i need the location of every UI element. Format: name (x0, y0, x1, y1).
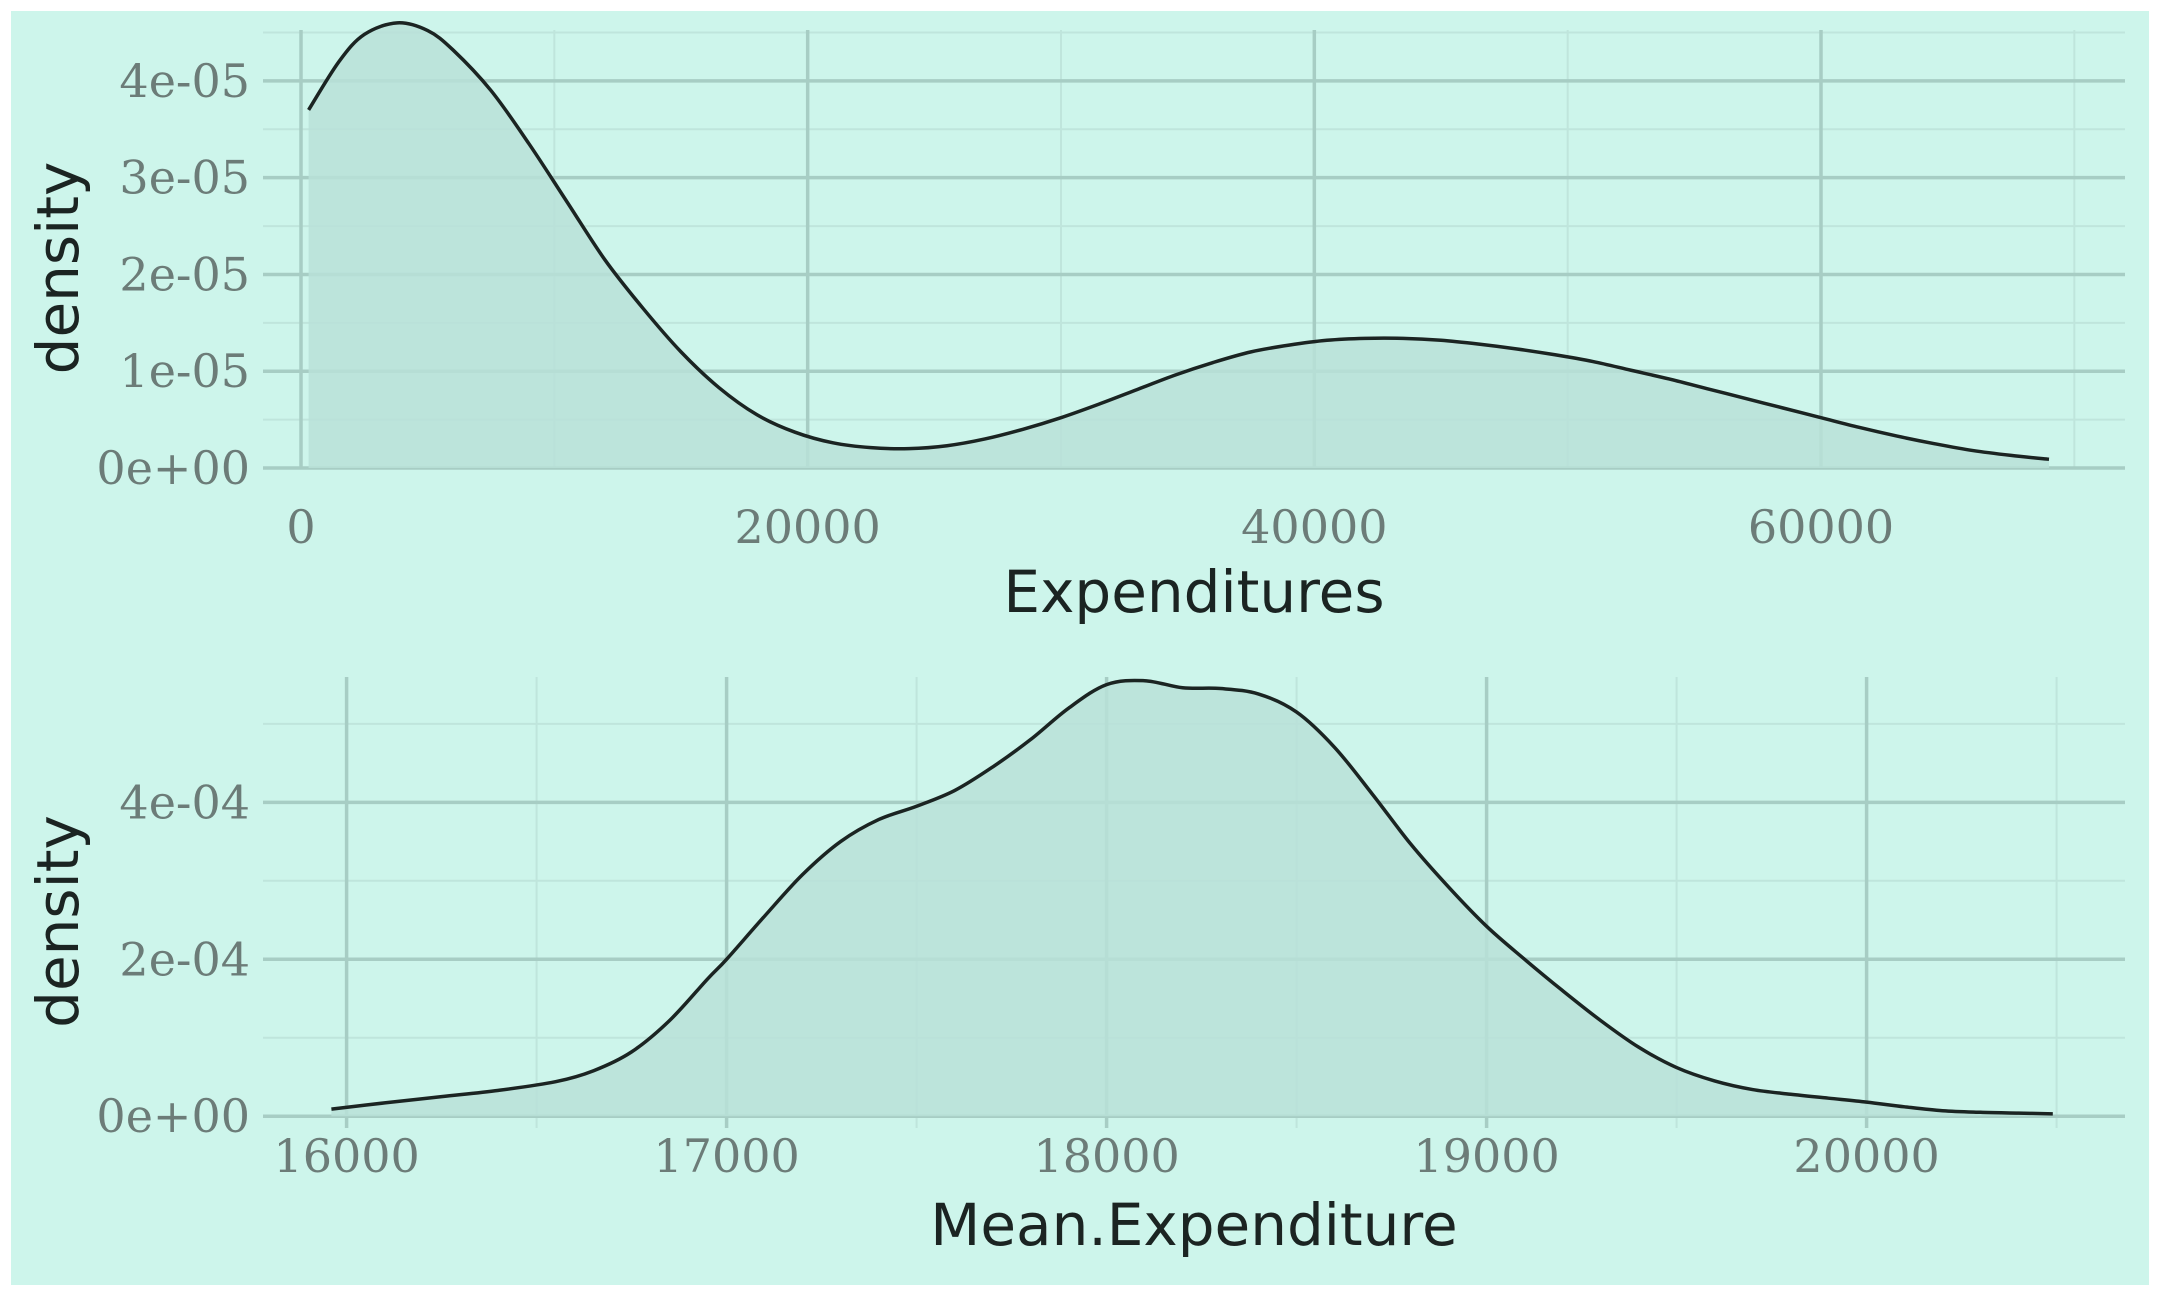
x-tick-label: 40000 (1241, 500, 1387, 554)
density-area (308, 22, 2050, 469)
y-tick-label: 4e-05 (119, 54, 250, 108)
y-tick-label: 0e+00 (96, 441, 250, 495)
x-tick-label: 18000 (1033, 1129, 1179, 1183)
density-area (331, 680, 2053, 1117)
y-axis-title: density (24, 815, 92, 1028)
x-axis-title: Mean.Expenditure (930, 1191, 1457, 1259)
y-tick-label: 2e-05 (119, 247, 250, 301)
x-tick-label: 0 (286, 500, 315, 554)
y-tick-label: 3e-05 (119, 151, 250, 205)
y-tick-labels: 0e+00 2e-04 4e-04 (96, 775, 250, 1143)
x-tick-label: 16000 (273, 1129, 419, 1183)
density-line (331, 678, 2053, 1116)
x-tick-labels: 16000 17000 18000 19000 20000 (273, 1129, 1939, 1183)
x-tick-label: 19000 (1413, 1129, 1559, 1183)
x-tick-label: 20000 (734, 500, 880, 554)
y-tick-label: 4e-04 (119, 775, 250, 829)
chart-expenditures: 0 20000 40000 60000 0e+00 1e-05 2e-05 3e-05 4e-… (24, 21, 2125, 626)
y-tick-labels: 0e+00 1e-05 2e-05 3e-05 4e-05 (96, 54, 250, 495)
y-axis-title: density (24, 162, 92, 375)
y-tick-label: 0e+00 (96, 1089, 250, 1143)
x-tick-labels: 0 20000 40000 60000 (286, 500, 1894, 554)
chart-mean-expenditure: 16000 17000 18000 19000 20000 0e+00 2e-04 4e-0… (24, 677, 2125, 1259)
x-axis-title: Expenditures (1003, 558, 1384, 626)
x-tick-label: 20000 (1793, 1129, 1939, 1183)
y-tick-label: 1e-05 (119, 344, 250, 398)
x-tick-label: 17000 (653, 1129, 799, 1183)
x-tick-label: 60000 (1748, 500, 1894, 554)
density-line (307, 21, 2050, 462)
y-tick-label: 2e-04 (119, 932, 250, 986)
